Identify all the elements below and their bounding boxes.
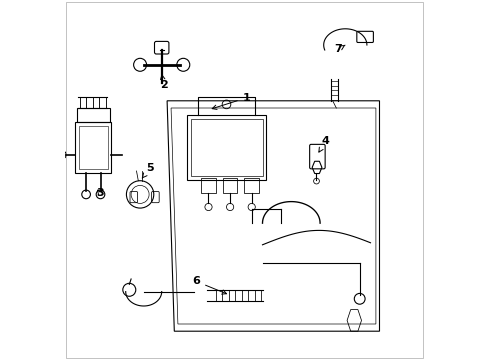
Text: 5: 5 xyxy=(142,163,154,178)
Text: 3: 3 xyxy=(96,188,103,198)
Text: 4: 4 xyxy=(318,136,329,152)
Text: 6: 6 xyxy=(192,276,226,294)
Text: 1: 1 xyxy=(212,93,250,109)
Text: 2: 2 xyxy=(160,75,167,90)
Text: 7: 7 xyxy=(334,44,345,54)
